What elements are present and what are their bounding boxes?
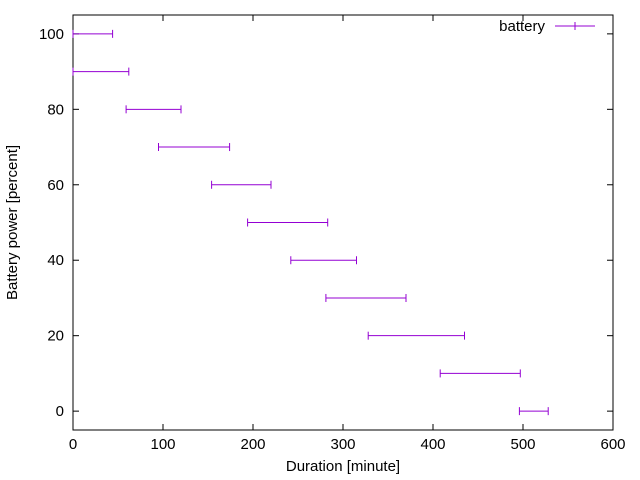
y-tick-label: 0 (56, 403, 64, 420)
y-tick-label: 60 (47, 177, 64, 194)
plot-frame (72, 14, 614, 431)
x-tick-label: 100 (150, 436, 175, 453)
x-tick-label: 600 (600, 436, 625, 453)
x-tick-label: 300 (330, 436, 355, 453)
y-tick-label: 40 (47, 252, 64, 269)
x-tick-label: 200 (240, 436, 265, 453)
x-tick-label: 0 (69, 436, 77, 453)
y-tick-label: 20 (47, 328, 64, 345)
y-tick-label: 100 (39, 26, 64, 43)
legend-label: battery (499, 18, 545, 35)
y-tick-label: 80 (47, 101, 64, 118)
x-tick-label: 500 (510, 436, 535, 453)
y-axis-label: Battery power [percent] (4, 145, 21, 300)
data-marks (72, 29, 549, 416)
x-axis-label: Duration [minute] (286, 458, 400, 475)
axis-ticks: 0 100 200 300 400 500 600 0 20 40 60 80 100 (39, 15, 626, 453)
legend: battery (499, 18, 595, 35)
x-tick-label: 400 (420, 436, 445, 453)
